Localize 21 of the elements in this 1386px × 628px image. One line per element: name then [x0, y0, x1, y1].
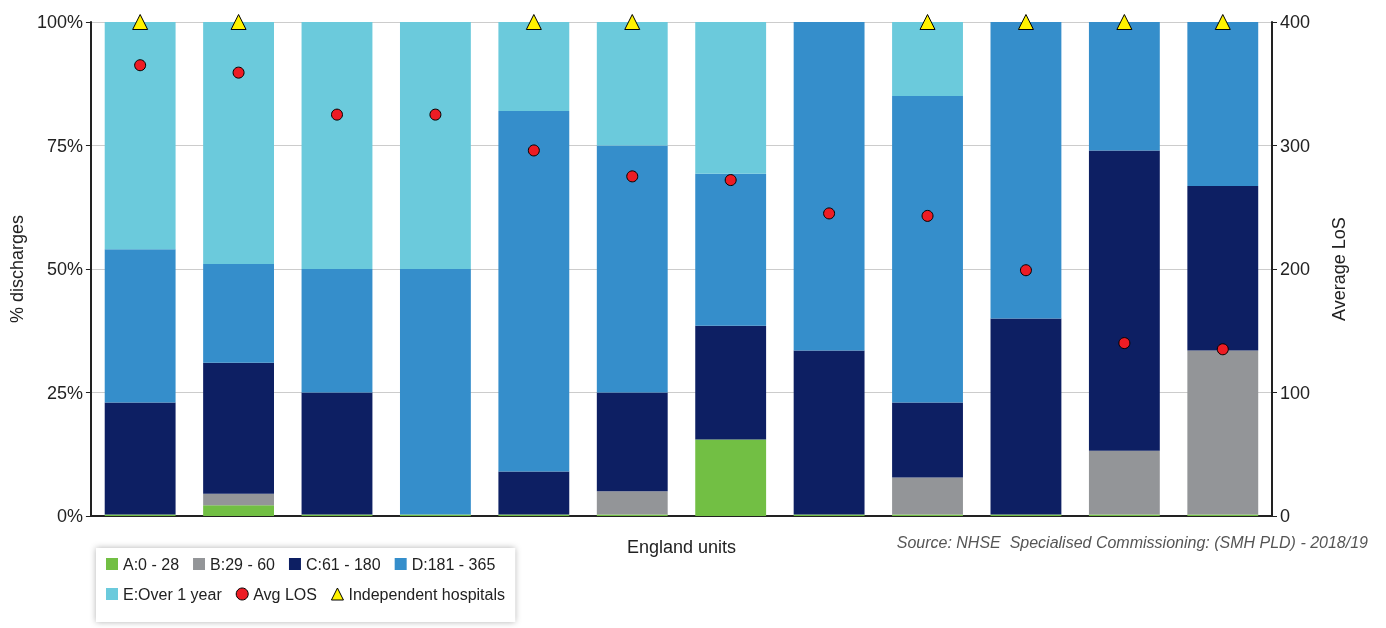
y2-tick-label: 300 [1280, 135, 1311, 156]
y-tick-label: 50% [46, 259, 83, 279]
y-tick-label: 100% [36, 12, 83, 32]
y2-tick-label: 100 [1280, 382, 1311, 403]
y-tick-label: 25% [46, 382, 83, 403]
y-tick-label: 0% [56, 506, 83, 526]
source-note: Source: NHSE Specialised Commissioning: (SMH PLD) - 2018/19 [896, 533, 1369, 551]
legend-label: A:0 - 28 [123, 555, 180, 573]
y2-tick-label: 0 [1280, 506, 1291, 526]
y-axis-title: % discharges [7, 214, 27, 324]
legend-label: Avg LOS [253, 585, 317, 603]
legend-label: C:61 - 180 [305, 555, 381, 573]
legend-label: E:Over 1 year [123, 585, 223, 603]
x-axis-title: England units [626, 537, 737, 557]
legend-label: D:181 - 365 [411, 555, 496, 573]
y-tick-label: 75% [46, 135, 83, 156]
y2-tick-label: 200 [1280, 259, 1311, 279]
legend-label: B:29 - 60 [210, 555, 276, 573]
y2-axis-title: Average LoS [1329, 217, 1349, 321]
y2-tick-label: 400 [1280, 12, 1311, 32]
legend-label: Independent hospitals [348, 585, 506, 603]
